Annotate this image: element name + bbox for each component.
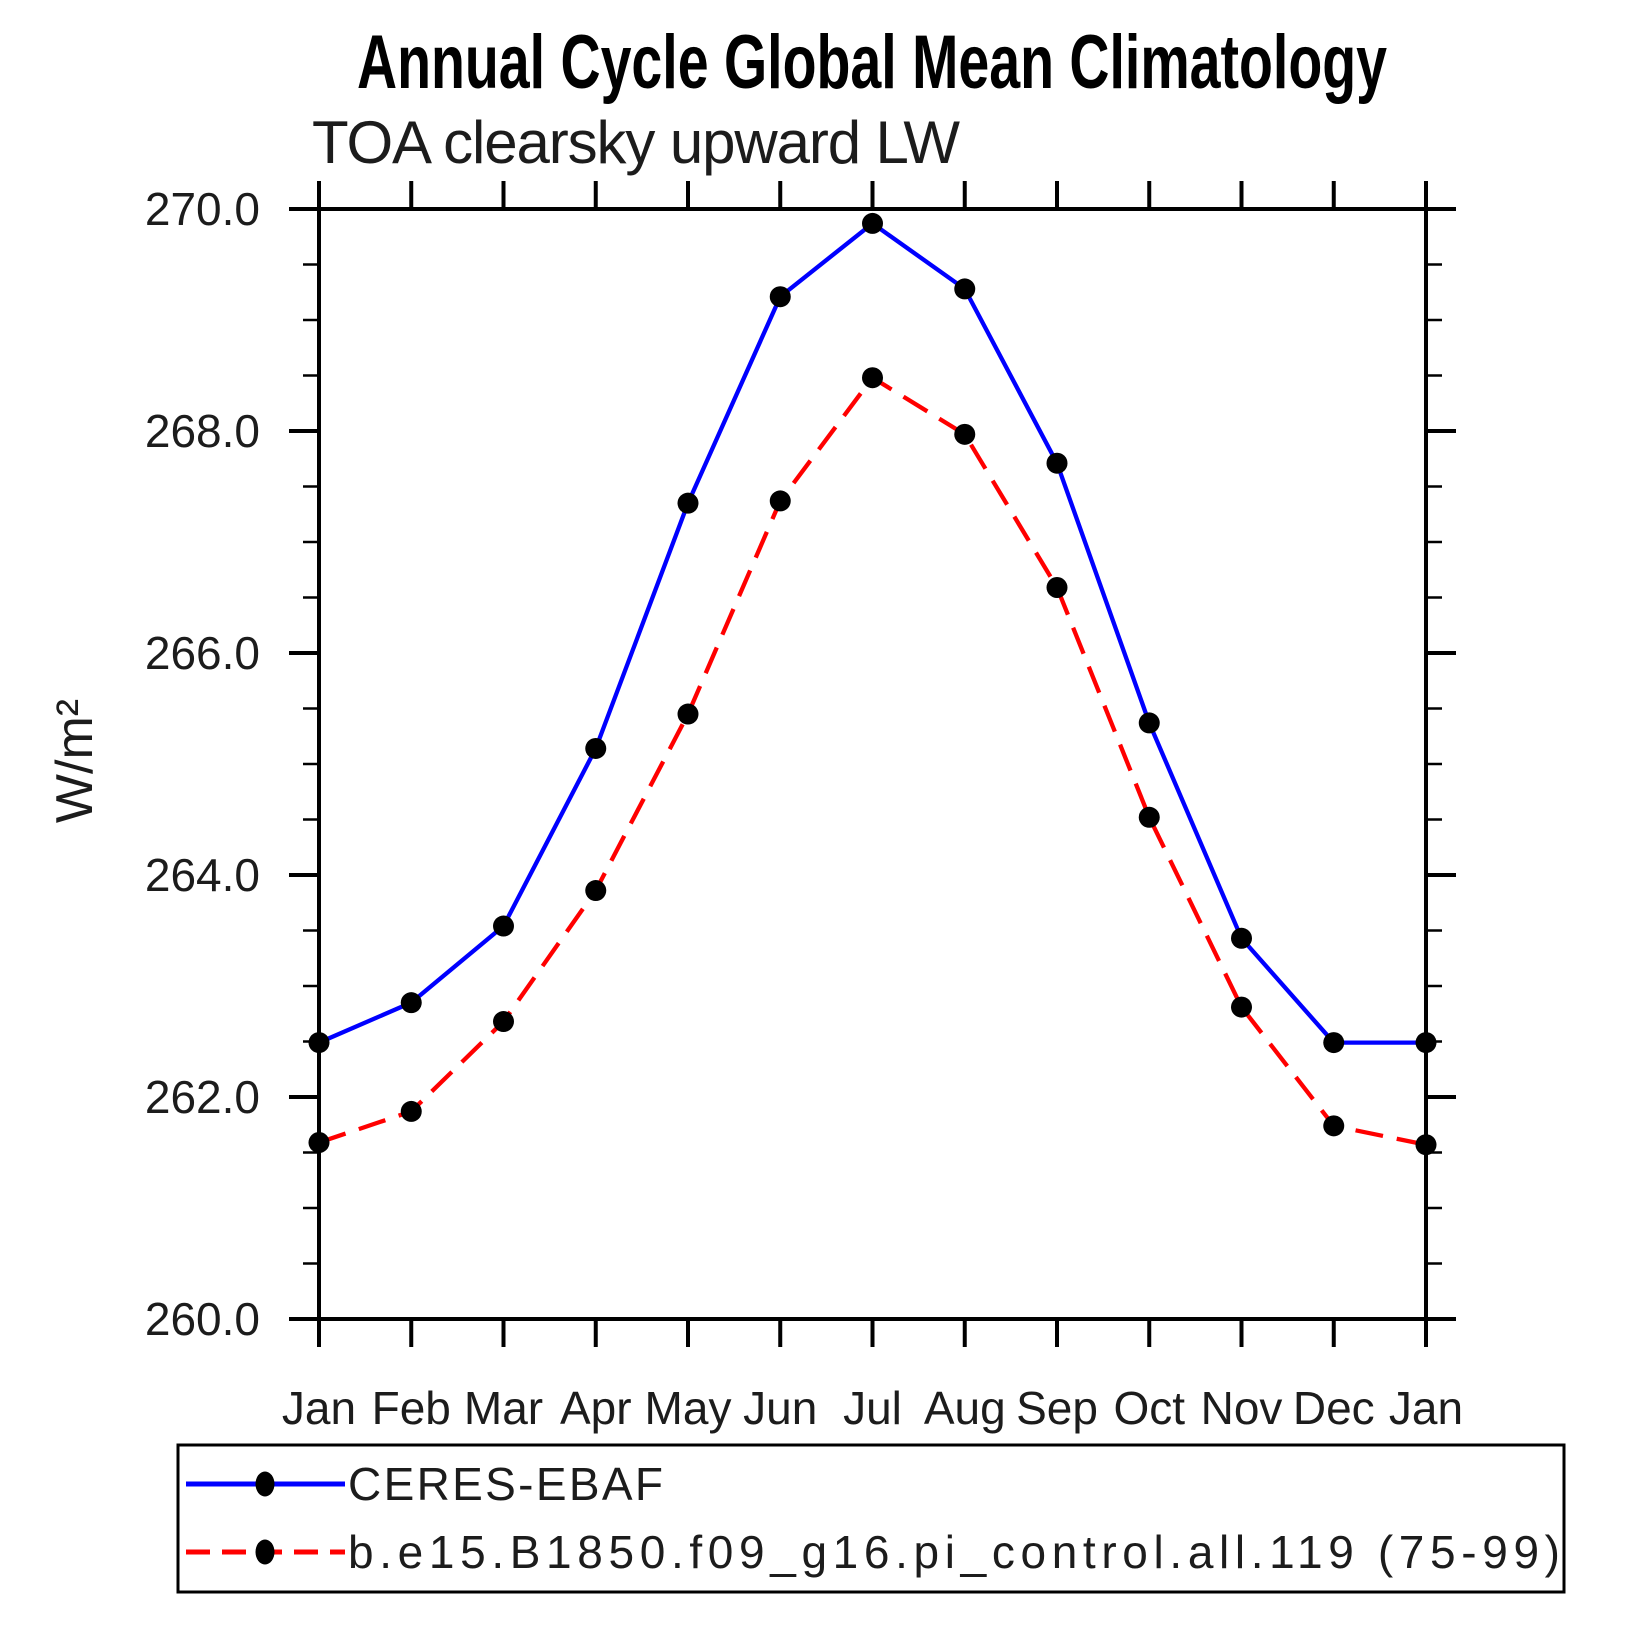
- legend-entry-model-control-run: b.e15.B1850.f09_g16.pi_control.all.119 (…: [186, 1526, 1560, 1578]
- data-point: [493, 915, 514, 937]
- legend-label-ceres-ebaf: CERES-EBAF: [348, 1458, 663, 1510]
- y-tick-label: 266.0: [145, 627, 260, 679]
- data-point: [308, 1132, 330, 1154]
- series-line-1: [318, 374, 1427, 1147]
- x-tick-label: Jun: [743, 1382, 817, 1434]
- chart-subtitle: TOA clearsky upward LW: [312, 109, 960, 176]
- data-point: [862, 367, 883, 389]
- data-point: [1323, 1115, 1345, 1137]
- x-tick-label: Nov: [1201, 1382, 1283, 1434]
- data-point: [677, 703, 699, 725]
- y-tick-label: 268.0: [145, 405, 260, 457]
- data-point: [308, 1032, 330, 1054]
- data-point: [862, 212, 883, 234]
- data-point: [585, 880, 607, 902]
- data-point: [1231, 996, 1252, 1018]
- series-line-0: [318, 220, 1426, 1045]
- y-tick-label: 260.0: [145, 1293, 260, 1345]
- data-point: [1138, 712, 1160, 734]
- plot-area: 260.0 262.0 264.0 266.0 268.0 270.0 Jan Feb Mar A…: [145, 181, 1463, 1434]
- plot-frame: [317, 207, 1428, 1321]
- x-tick-label: Oct: [1113, 1382, 1185, 1434]
- chart-title: Annual Cycle Global Mean Climatology: [357, 20, 1387, 105]
- data-point: [585, 737, 607, 759]
- data-point: [769, 286, 791, 308]
- legend-label-model-control-run: b.e15.B1850.f09_g16.pi_control.all.119 (…: [348, 1526, 1560, 1578]
- x-tick-label: Dec: [1293, 1382, 1375, 1434]
- data-point: [954, 423, 976, 445]
- legend: CERES-EBAF b.e15.B1850.f09_g16.pi_contro…: [176, 1443, 1566, 1594]
- y-axis-title: W/m²: [46, 699, 104, 823]
- x-tick-label: May: [645, 1382, 732, 1434]
- x-tick-label: Aug: [924, 1382, 1006, 1434]
- data-point: [1231, 927, 1252, 949]
- x-tick-label: Jan: [1389, 1382, 1463, 1434]
- data-point: [769, 490, 791, 512]
- legend-entry-ceres-ebaf: CERES-EBAF: [186, 1458, 663, 1510]
- y-tick-label: 264.0: [145, 849, 260, 901]
- data-point: [1415, 1032, 1437, 1054]
- data-point: [1323, 1032, 1345, 1054]
- y-tick-label: 262.0: [145, 1071, 260, 1123]
- legend-marker-dot: [255, 1471, 275, 1497]
- x-tick-label: Mar: [464, 1382, 543, 1434]
- data-point: [1138, 806, 1160, 828]
- legend-marker-dot: [255, 1539, 275, 1565]
- data-point: [400, 992, 422, 1014]
- data-point: [1046, 577, 1068, 599]
- x-tick-label: Sep: [1016, 1382, 1098, 1434]
- data-point: [677, 492, 699, 514]
- x-tick-label: Jan: [282, 1382, 356, 1434]
- data-point: [1415, 1134, 1437, 1156]
- legend-box: [176, 1443, 1566, 1594]
- x-tick-label: Feb: [372, 1382, 451, 1434]
- data-point: [400, 1100, 422, 1122]
- data-point: [954, 278, 976, 300]
- data-point: [493, 1011, 514, 1033]
- x-tick-label: Jul: [843, 1382, 902, 1434]
- x-tick-label: Apr: [560, 1382, 632, 1434]
- data-point: [1046, 452, 1068, 474]
- y-tick-label: 270.0: [145, 183, 260, 235]
